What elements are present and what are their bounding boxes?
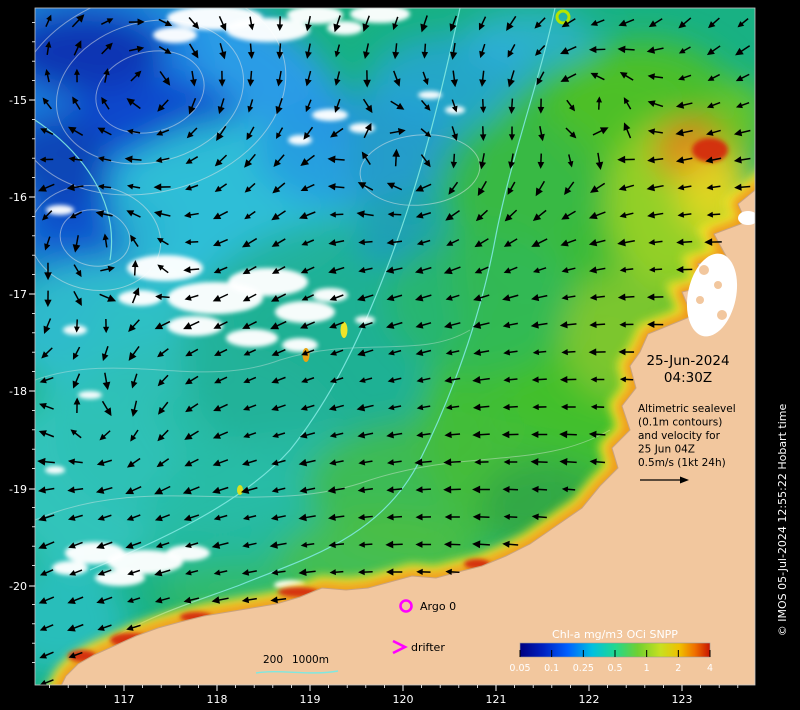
svg-text:1: 1: [644, 663, 650, 674]
svg-text:121: 121: [486, 693, 507, 706]
svg-text:2: 2: [675, 663, 681, 674]
colorbar-title: Chl-a mg/m3 OCi SNPP: [552, 628, 678, 641]
reference-arrow-icon: [640, 476, 689, 484]
bathy-legend-line: [255, 670, 339, 674]
coastal-bays: [686, 211, 755, 337]
svg-text:122: 122: [579, 693, 600, 706]
argo-label: Argo 0: [420, 600, 456, 613]
small-bloom-features: [237, 9, 571, 495]
argo-marker: Argo 0: [399, 599, 456, 613]
svg-text:and velocity for: and velocity for: [638, 430, 721, 442]
annotation-text: Altimetric sealevel (0.1m contours)and ve…: [638, 403, 736, 469]
svg-text:0.5m/s (1kt 24h): 0.5m/s (1kt 24h): [638, 457, 726, 469]
svg-text:123: 123: [672, 693, 693, 706]
svg-text:-20: -20: [9, 580, 27, 593]
svg-text:118: 118: [207, 693, 228, 706]
svg-text:119: 119: [300, 693, 321, 706]
info-annotation: 25-Jun-2024 04:30Z Altimetric sealevel (0…: [638, 353, 736, 484]
svg-text:0.05: 0.05: [509, 663, 530, 674]
svg-text:0.1: 0.1: [544, 663, 559, 674]
svg-text:25 Jun 04Z: 25 Jun 04Z: [638, 444, 695, 456]
svg-text:-16: -16: [9, 191, 27, 204]
bathy-1000-label: 1000m: [292, 654, 329, 666]
colorbar-tick-labels: 0.05 0.1 0.25 0.5 1 2 4: [509, 650, 713, 674]
x-axis: 117 118 119 120 121 122 123: [49, 685, 739, 706]
colorbar: Chl-a mg/m3 OCi SNPP 0.05 0.1 0.25 0.5 1 2 4: [509, 628, 713, 674]
svg-text:0.5: 0.5: [607, 663, 622, 674]
svg-text:-19: -19: [9, 483, 27, 496]
stamp-date: 25-Jun-2024: [646, 353, 729, 369]
drifter-marker: drifter: [392, 639, 445, 655]
svg-text:Altimetric sealevel: Altimetric sealevel: [638, 403, 736, 415]
drifter-arrow-icon: [392, 639, 408, 655]
svg-text:-18: -18: [9, 385, 27, 398]
bathy-200-label: 200: [263, 654, 283, 666]
argo-float-icon: [399, 599, 413, 613]
svg-text:117: 117: [114, 693, 135, 706]
plot-frame: [34, 7, 756, 686]
velocity-vector-field: [37, 14, 751, 685]
bathymetry-legend: 200 1000m: [255, 654, 339, 674]
svg-text:-17: -17: [9, 288, 27, 301]
bathymetry-contours: [35, 8, 556, 641]
stamp-time: 04:30Z: [664, 370, 712, 386]
y-axis: -15 -16 -17 -18 -19 -20: [9, 21, 35, 663]
svg-text:4: 4: [707, 663, 713, 674]
credit-text: © IMOS 05-Jul-2024 12:55:22 Hobart time: [776, 404, 789, 637]
svg-text:0.25: 0.25: [573, 663, 594, 674]
cloud-layer: [45, 8, 465, 590]
svg-text:(0.1m contours): (0.1m contours): [638, 417, 722, 429]
svg-text:-15: -15: [9, 94, 27, 107]
svg-text:120: 120: [393, 693, 414, 706]
drifter-label: drifter: [411, 641, 445, 654]
